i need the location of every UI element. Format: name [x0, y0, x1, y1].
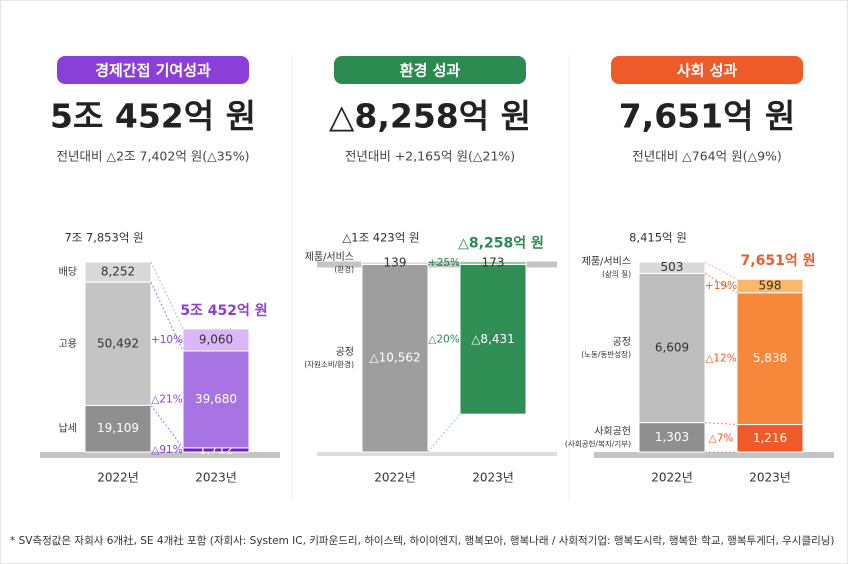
category-label: 2023년: [195, 471, 237, 485]
value-label: 598: [759, 278, 782, 292]
series-sublabel: (삶의 질): [602, 269, 631, 279]
bar-segment: [638, 272, 706, 424]
bar-segment: [182, 350, 250, 449]
connector: [150, 281, 184, 352]
change-label: △12%: [705, 353, 736, 365]
series-name: 고용: [59, 338, 77, 350]
series-name: 납세: [59, 423, 77, 435]
value-label: 6,609: [655, 340, 689, 354]
series-sublabel: (노동/동반성장): [581, 349, 631, 359]
connector: [150, 281, 184, 352]
baseline: [317, 261, 557, 268]
value-label: 139: [384, 256, 407, 270]
value-label: 1,303: [655, 430, 689, 444]
value-label: △10,562: [369, 351, 420, 365]
series-name: 제품/서비스: [305, 251, 354, 263]
series-name: 배당: [59, 266, 77, 278]
series-sublabel: (사회공헌/복지/기부): [565, 439, 631, 448]
series-name: 공정: [336, 346, 354, 358]
bar-segment: [182, 328, 250, 352]
badge-title: 경제간접 기여성과: [95, 62, 211, 80]
category-label: 2023년: [749, 471, 791, 485]
headline: △8,258억 원: [329, 97, 531, 136]
total-label: △8,258억 원: [458, 235, 544, 251]
change-label: △7%: [709, 432, 734, 444]
value-label: 8,252: [101, 265, 135, 279]
badge: [334, 56, 526, 84]
bar-segment: [361, 261, 429, 265]
connector: [150, 261, 184, 330]
baseline: [594, 452, 834, 458]
connector: [704, 422, 738, 426]
bar-segment: [736, 278, 804, 294]
value-label: 50,492: [97, 336, 139, 350]
badge-title: 사회 성과: [677, 62, 738, 80]
bar-segment: [84, 404, 152, 453]
badge-title: 환경 성과: [400, 62, 461, 80]
category-label: 2022년: [97, 471, 139, 485]
value-label: 5,838: [753, 351, 787, 365]
series-name: 공정: [613, 336, 631, 348]
total-label: 7,651억 원: [741, 253, 816, 269]
total-label: 5조 452억 원: [180, 303, 267, 319]
total-label: 7조 7,853억 원: [64, 231, 143, 245]
connector: [427, 260, 461, 263]
value-label: 39,680: [195, 392, 237, 406]
change-label: △20%: [428, 333, 459, 345]
value-label: △8,431: [471, 332, 515, 346]
bar-segment: [736, 424, 804, 453]
change-label: △91%: [151, 444, 182, 456]
headline: 5조 452억 원: [50, 97, 256, 136]
value-label: 503: [661, 260, 684, 274]
bar-segment: [736, 292, 804, 426]
value-label: 1,216: [753, 431, 787, 445]
subtitle: 전년대비 △2조 7,402억 원(△35%): [57, 149, 250, 164]
badge: [57, 56, 249, 84]
total-label: △1조 423억 원: [342, 231, 419, 245]
change-label: +10%: [151, 334, 183, 346]
series-name: 제품/서비스: [582, 256, 631, 268]
series-sublabel: (자원소비/환경): [304, 359, 354, 369]
connector: [150, 405, 184, 449]
series-name: 사회공헌: [594, 425, 631, 437]
bar-segment: [84, 261, 152, 283]
category-label: 2022년: [374, 471, 416, 485]
bar-segment: [361, 263, 429, 453]
value-label: 19,109: [97, 421, 139, 435]
headline: 7,651억 원: [619, 97, 796, 136]
change-label: △21%: [151, 393, 182, 405]
baseline: [40, 452, 280, 458]
value-label: 9,060: [199, 332, 233, 346]
change-label: +25%: [428, 257, 460, 269]
change-label: +19%: [705, 280, 737, 292]
subtitle: 전년대비 △764억 원(△9%): [632, 149, 782, 164]
footnote: * SV측정값은 자회사 6개社, SE 4개社 포함 (자회사: System…: [10, 534, 835, 547]
ground: [317, 452, 557, 456]
bar-segment: [638, 261, 706, 274]
total-label: 8,415억 원: [629, 231, 687, 245]
category-label: 2022년: [651, 471, 693, 485]
value-label: 173: [482, 255, 505, 269]
connector: [150, 405, 184, 449]
connector: [704, 422, 738, 426]
connector: [427, 413, 461, 453]
subtitle: 전년대비 +2,165억 원(△21%): [345, 149, 515, 164]
bar-segment: [459, 260, 527, 265]
category-label: 2023년: [472, 471, 514, 485]
badge: [611, 56, 803, 84]
series-sublabel: (환경): [334, 264, 354, 274]
bar-segment: [84, 281, 152, 406]
